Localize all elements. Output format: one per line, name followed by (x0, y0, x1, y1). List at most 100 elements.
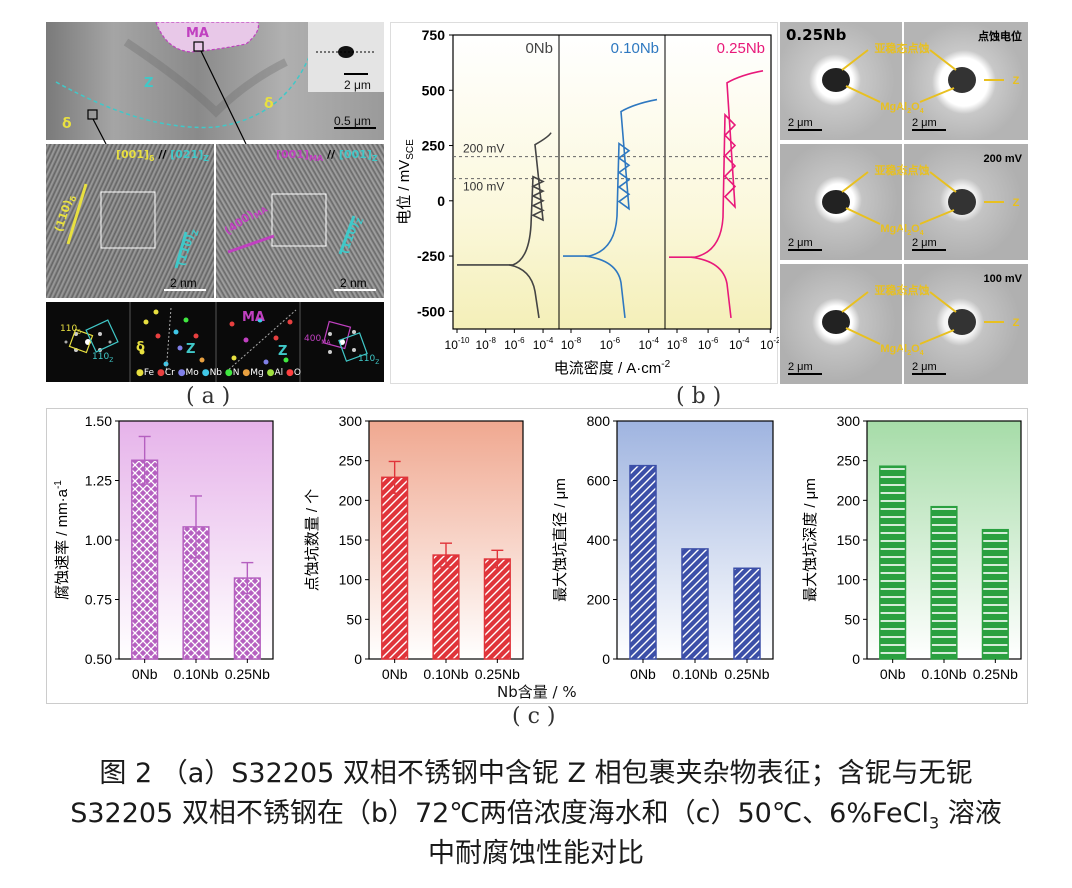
figure-caption-line2: S32205 双相不锈钢在（b）72℃两倍浓度海水和（c）50℃、6%FeCl3… (70, 798, 1002, 833)
atom-ma-label: MA (242, 310, 265, 325)
bar-2-0Nb (629, 464, 657, 660)
mgal2o4-label: MgAl2O4 (880, 343, 923, 357)
bar-y-axis-label-3: 最大蚀坑深度 / μm (802, 478, 819, 602)
hr-right-zone-title: [001]MA // [001]Z (276, 148, 378, 164)
atom-z-label: Z (186, 342, 196, 357)
x-tick-label: 10-4 (533, 336, 554, 352)
arrow-metastable-left (841, 171, 869, 193)
y-tick-label: 750 (422, 27, 446, 43)
anodic-curve-0Nb (457, 132, 552, 266)
bar-y-tick-label: 0 (852, 651, 860, 667)
scale-label-left: 2 μm (788, 361, 813, 373)
bar-y-tick-label: 50 (346, 611, 362, 627)
bar-x-tick-label: 0.10Nb (423, 666, 468, 682)
delta-label-left: δ (62, 116, 72, 132)
bar-y-tick-label: 100 (339, 572, 363, 588)
potential-label: 100 mV (983, 273, 1022, 285)
bar-1-0.10Nb (432, 554, 460, 660)
hrtem-left: [001]δ // [021]Z (110)δ (110)Z 2 nm (46, 144, 214, 298)
x-tick-label: 10-8 (475, 336, 496, 352)
cathodic-curve-0.25Nb (690, 256, 732, 319)
bar-1-0.25Nb (483, 558, 511, 660)
pit-right-2 (948, 189, 976, 215)
fft-strip: 110δ 110Z δ Z MA Z 400MA 110Z ●Fe ●Cr ●M… (46, 302, 384, 382)
panel-b-label: ( b ) (676, 384, 722, 409)
figure-caption-line3: 中耐腐蚀性能对比 (428, 838, 644, 869)
bar-y-tick-label: 1.50 (85, 413, 112, 429)
y-tick-label: 500 (422, 82, 446, 98)
panel-c-label: ( c ) (512, 704, 556, 729)
panel-b-chart: 200 mV 100 mV 750 500 250 0 -250 -500 电位 / mVSCE… (390, 22, 779, 384)
bar-y-tick-label: 400 (587, 532, 611, 548)
atom-model-left (139, 307, 205, 375)
hr-right-scale: 2 nm (340, 276, 367, 290)
bar-3-0.25Nb (981, 528, 1009, 660)
bar-x-tick-label: 0Nb (880, 666, 906, 682)
bar-charts-svg: 0.50 0.75 1.00 1.25 1.50 腐蚀速率 / mm·a-1 0Nb 0.10… (53, 413, 1022, 682)
bar-y-tick-label: 0.50 (85, 651, 112, 667)
bar-x-tick-label: 0Nb (132, 666, 158, 682)
scale-label-left: 2 μm (788, 237, 813, 249)
sem-overlay-svg: 亚稳态点蚀 MgAl2O4 Z 点蚀电位 2 μm 2 μm 亚稳态点蚀 MgAl2O4 Z 20… (788, 22, 1023, 384)
y-tick-label: -500 (417, 303, 445, 319)
fft-left-spot1: 110δ (60, 324, 81, 336)
bar-x-tick-label: 0.25Nb (724, 666, 769, 682)
arrow-mgal-right (919, 87, 955, 103)
x-tick-label: 10-4 (638, 336, 659, 352)
series-label-0Nb: 0Nb (525, 40, 553, 57)
y-tick-label: 250 (422, 138, 446, 154)
cathodic-curve-0Nb (508, 264, 540, 319)
bar-y-tick-label: 50 (844, 611, 860, 627)
bar-y-tick-label: 0 (354, 651, 362, 667)
bar-x-tick-label: 0.10Nb (173, 666, 218, 682)
sem-title: 0.25Nb (786, 26, 847, 44)
bar-3-0Nb (879, 465, 907, 660)
z-phase-label: Z (1013, 197, 1020, 209)
arrow-metastable-left (841, 49, 869, 71)
main-scale-label: 0.5 μm (334, 114, 371, 128)
bar-y-tick-label: 250 (339, 453, 363, 469)
panel-c: 0.50 0.75 1.00 1.25 1.50 腐蚀速率 / mm·a-1 0Nb 0.10… (46, 408, 1028, 704)
anodic-curve-0.25Nb (669, 70, 764, 258)
bar-y-tick-label: 250 (837, 453, 861, 469)
potential-label: 200 mV (983, 153, 1022, 165)
bar-y-tick-label: 300 (837, 413, 861, 429)
series-label-0.25Nb: 0.25Nb (717, 40, 765, 57)
plot-frame (452, 34, 772, 330)
hr-left-zone-title: [001]δ // [021]Z (116, 148, 210, 164)
bar-1-0Nb (381, 476, 409, 660)
metastable-pit-label: 亚稳态点蚀 (875, 41, 930, 55)
bar-x-tick-label: 0.25Nb (475, 666, 520, 682)
bar-y-axis-label-1: 点蚀坑数量 / 个 (304, 489, 321, 592)
x-tick-label: 10-6 (504, 336, 525, 352)
arrow-metastable-right (929, 291, 957, 313)
panel-a-label: ( a ) (186, 384, 231, 409)
potential-label: 点蚀电位 (978, 29, 1022, 43)
tem-overview-image: MA Z δ δ 2 μm 0.5 μm (46, 22, 384, 140)
scale-label-right: 2 μm (912, 361, 937, 373)
fft-right-pattern (322, 320, 368, 362)
bar-2-0.10Nb (681, 548, 709, 660)
pit-left-3 (822, 310, 850, 334)
y-tick-label: -250 (417, 248, 445, 264)
arrow-metastable-right (929, 171, 957, 193)
bar-x-tick-label: 0Nb (382, 666, 408, 682)
arrow-mgal-left (845, 327, 881, 345)
metastable-pit-label: 亚稳态点蚀 (875, 283, 930, 297)
arrow-mgal-right (919, 209, 955, 225)
x-tick-label: 10-6 (698, 336, 719, 352)
y-tick-label: 0 (437, 193, 445, 209)
x-tick-label: 10-6 (600, 336, 621, 352)
series-label-0.10Nb: 0.10Nb (611, 40, 659, 57)
fft-left-pattern (64, 319, 119, 354)
pit-right-3 (948, 309, 976, 335)
cathodic-curve-0.10Nb (584, 255, 626, 319)
inset-scale-label: 2 μm (344, 78, 371, 92)
fft-right-spot2: 110Z (358, 354, 380, 366)
z-phase-label: Z (1013, 75, 1020, 87)
bar-x-tick-label: 0Nb (630, 666, 656, 682)
bar-y-tick-label: 1.00 (85, 532, 112, 548)
x-tick-label: 10-10 (445, 336, 470, 352)
bar-y-axis-label-2: 最大蚀坑直径 / μm (552, 478, 569, 602)
metastable-pit-label: 亚稳态点蚀 (875, 163, 930, 177)
